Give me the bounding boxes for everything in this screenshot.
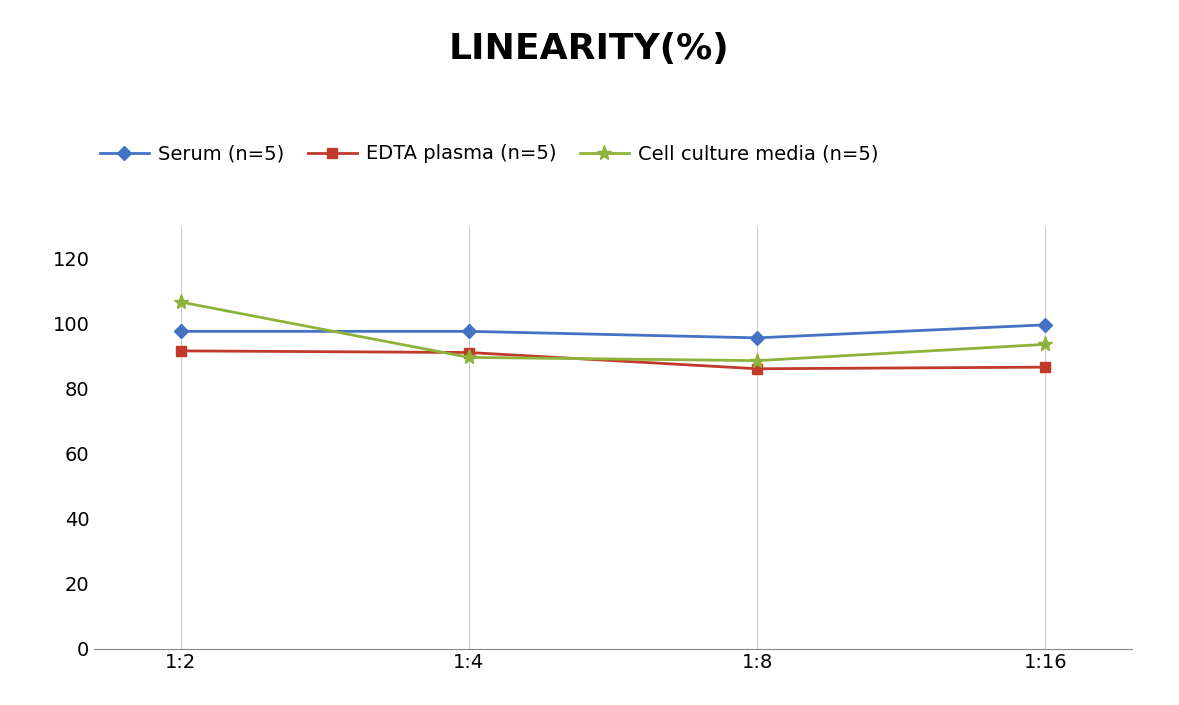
Serum (n=5) <box>750 333 764 342</box>
Legend: Serum (n=5), EDTA plasma (n=5), Cell culture media (n=5): Serum (n=5), EDTA plasma (n=5), Cell cul… <box>92 137 887 171</box>
Serum (n=5) <box>462 327 476 336</box>
EDTA plasma (n=5) <box>462 348 476 357</box>
Cell culture media (n=5) <box>462 353 476 362</box>
Text: LINEARITY(%): LINEARITY(%) <box>449 32 730 66</box>
EDTA plasma (n=5) <box>750 364 764 373</box>
Serum (n=5) <box>1039 321 1053 329</box>
Cell culture media (n=5) <box>173 298 187 306</box>
Line: Cell culture media (n=5): Cell culture media (n=5) <box>173 295 1053 368</box>
Line: Serum (n=5): Serum (n=5) <box>176 320 1050 343</box>
Cell culture media (n=5) <box>750 357 764 365</box>
EDTA plasma (n=5) <box>1039 363 1053 372</box>
EDTA plasma (n=5) <box>173 347 187 355</box>
Cell culture media (n=5) <box>1039 340 1053 348</box>
Serum (n=5) <box>173 327 187 336</box>
Line: EDTA plasma (n=5): EDTA plasma (n=5) <box>176 346 1050 374</box>
